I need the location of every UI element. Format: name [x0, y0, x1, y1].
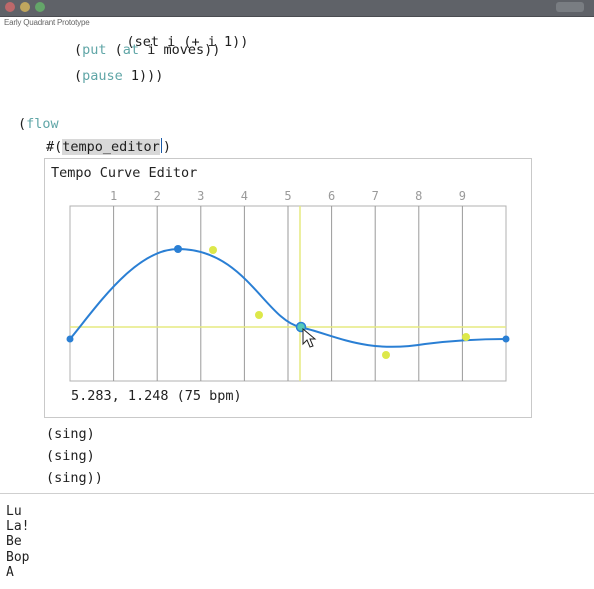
tick-label: 4: [241, 189, 248, 203]
embed-name-selection[interactable]: tempo_editor: [62, 139, 160, 155]
window-controls: [556, 2, 584, 12]
code-line-pause: (pause 1))): [74, 68, 164, 84]
code-editor[interactable]: (set i (+ i 1)) (put (at i moves)) (paus…: [0, 0, 594, 490]
output-line: Bop: [6, 549, 30, 565]
control-point-1[interactable]: [209, 246, 217, 254]
curve-anchor-end[interactable]: [502, 335, 510, 343]
minimize-dot-icon[interactable]: [20, 2, 30, 12]
code-line-set: (set i (+ i 1)): [94, 18, 249, 66]
code-line-set-text: (set i (+ i 1)): [126, 34, 249, 50]
code-line-put: (put (at i moves)): [74, 42, 221, 58]
embed-name: tempo_editor: [62, 139, 160, 155]
tick-label: 2: [154, 189, 161, 203]
grid-lines: [113, 206, 463, 381]
output-line: A: [6, 564, 14, 580]
output-line: Be: [6, 534, 22, 550]
keyword-pause: pause: [82, 68, 123, 84]
tick-labels: 1 2 3 4 5 6 7 8 9: [110, 189, 466, 203]
control-point-2[interactable]: [255, 311, 263, 319]
panel-divider[interactable]: [0, 493, 594, 494]
control-point-4[interactable]: [462, 333, 470, 341]
output-line: Lu: [6, 504, 22, 519]
embed-prefix: #(: [46, 139, 63, 155]
curve-anchor-peak[interactable]: [174, 245, 182, 253]
maximize-dot-icon[interactable]: [35, 2, 45, 12]
keyword-at: at: [122, 42, 140, 58]
code-line-sing-3: (sing)): [46, 470, 103, 486]
embed-suffix: ): [162, 139, 171, 155]
keyword-flow: flow: [26, 116, 59, 132]
control-point-3[interactable]: [382, 351, 390, 359]
keyword-put: put: [82, 42, 107, 58]
cursor-readout: 5.283, 1.248 (75 bpm): [71, 388, 242, 404]
tick-label: 6: [328, 189, 335, 203]
editor-title: Tempo Curve Editor: [51, 165, 198, 181]
code-line-sing-2: (sing): [46, 448, 95, 464]
output-console[interactable]: Lu La! Be Bop A: [6, 504, 29, 580]
code-line-sing-1: (sing): [46, 426, 95, 442]
code-line-put-rest: i moves)): [147, 42, 221, 58]
close-dot-icon[interactable]: [5, 2, 15, 12]
code-line-flow: (flow: [18, 116, 59, 132]
curve-anchor-start[interactable]: [66, 335, 74, 343]
window-title: Early Quadrant Prototype: [4, 18, 90, 27]
tick-label: 8: [415, 189, 422, 203]
window-titlebar: [0, 0, 594, 17]
text-cursor: [160, 138, 162, 153]
output-line: La!: [6, 519, 30, 535]
code-line-pause-rest: 1))): [130, 68, 164, 84]
tick-label: 7: [372, 189, 379, 203]
mouse-pointer-icon: [302, 327, 317, 348]
tick-label: 3: [197, 189, 204, 203]
tick-label: 1: [110, 189, 117, 203]
tempo-curve-line[interactable]: [69, 247, 507, 348]
code-line-embed[interactable]: #(tempo_editor): [46, 138, 171, 155]
tempo-curve-editor[interactable]: Tempo Curve Editor 1 2 3 4 5 6 7 8 9: [44, 158, 532, 418]
tempo-curve-plot[interactable]: 1 2 3 4 5 6 7 8 9: [45, 159, 531, 417]
tick-label: 9: [459, 189, 466, 203]
tick-label: 5: [284, 189, 291, 203]
